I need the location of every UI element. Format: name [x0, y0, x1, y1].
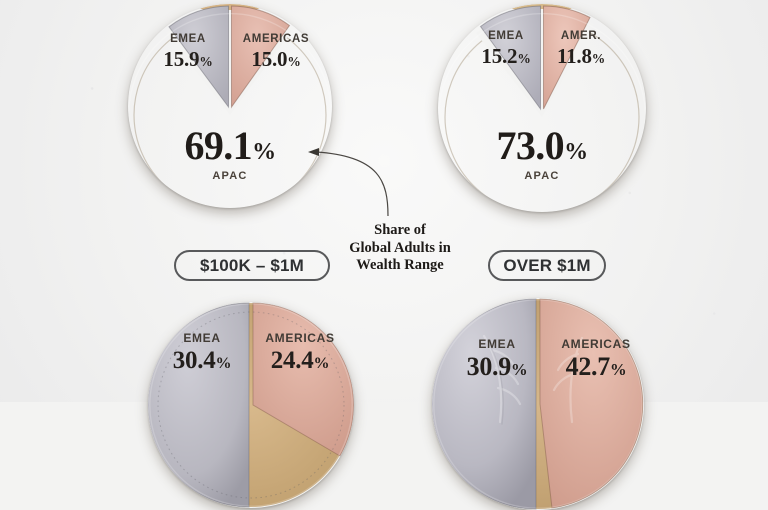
- coin-disc-gold-2: [438, 4, 646, 212]
- pie-chart-bottom-left: EMEA 30.4% AMERICAS 24.4%: [148, 302, 354, 508]
- coin-disc-gold: [128, 4, 332, 208]
- infographic-stage: EMEA 15.9% AMERICAS 15.0% 69.1% APAC: [128, 4, 646, 510]
- coin-disc-silver-2: [432, 298, 644, 510]
- annotation-line-2: Global Adults in: [349, 239, 451, 256]
- pie-svg-100k-1m: [128, 4, 332, 208]
- pie-svg-bottom-left: [148, 302, 354, 508]
- wealth-range-label-over-1m[interactable]: OVER $1M: [488, 250, 606, 281]
- annotation-line-1: Share of: [374, 222, 426, 238]
- pie-chart-bottom-right: EMEA 30.9% AMERICAS 42.7%: [432, 298, 644, 510]
- annotation-line-3: Wealth Range: [356, 257, 444, 274]
- wealth-range-label-100k-1m[interactable]: $100K – $1M: [174, 250, 330, 281]
- pie-chart-100k-1m: EMEA 15.9% AMERICAS 15.0% 69.1% APAC: [128, 4, 332, 208]
- pie-svg-over-1m: [438, 4, 646, 212]
- coin-disc-silver: [148, 302, 354, 508]
- annotation-text: Share of Global Adults in Wealth Range: [326, 222, 474, 275]
- pie-svg-bottom-right: [432, 298, 644, 510]
- pie-chart-over-1m: EMEA 15.2% AMER. 11.8% 73.0% APAC: [438, 4, 646, 212]
